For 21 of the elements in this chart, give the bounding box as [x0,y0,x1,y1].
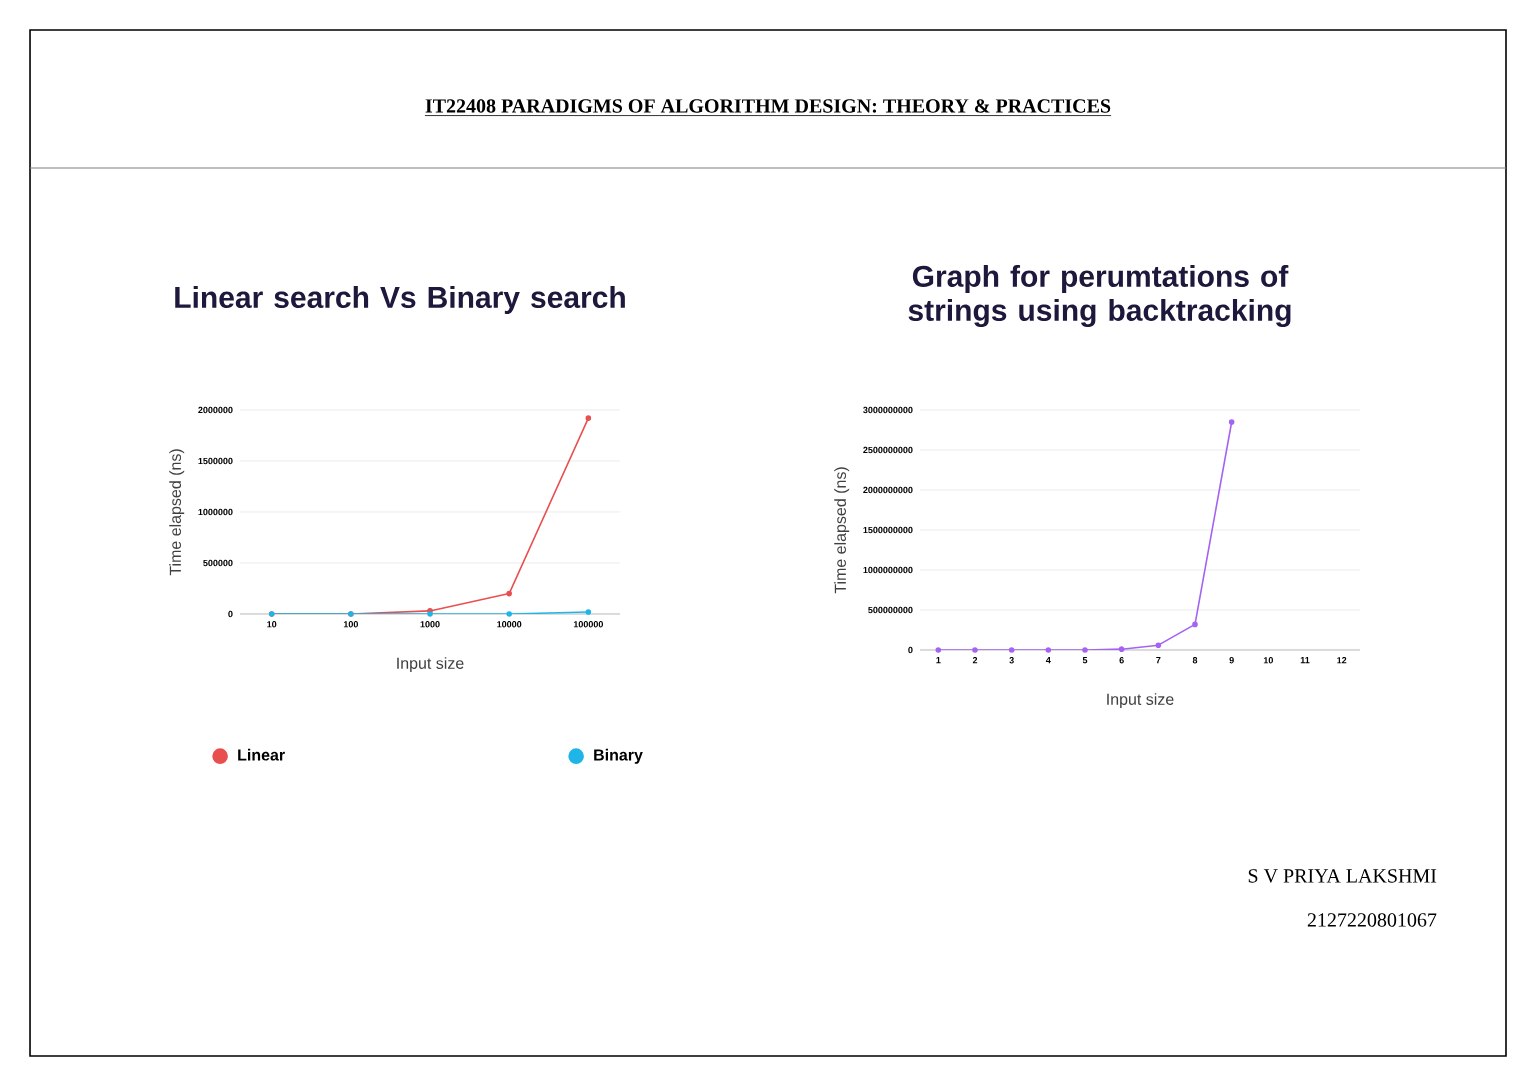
legend-label: Linear [238,748,285,761]
chart-title: Graph for perumtations of strings using backtracking [908,264,1291,328]
chart-title: Linear search Vs Binary search [175,286,625,314]
y-axis-title: Time elapsed (ns) [834,467,850,594]
text: 2127220801067 [1307,913,1437,927]
legend-label: Binary [594,748,643,764]
x-axis-title: Input size [1107,693,1174,709]
text: S V PRIYA LAKSHMI [1248,869,1437,883]
y-axis-title: Time elapsed (ns) [169,449,185,576]
text: IT22408 PARADIGMS OF ALGORITHM DESIGN: THEORY & PRACTICES [425,99,1111,113]
point [1008,647,1015,653]
point [1118,646,1125,652]
point [506,611,512,617]
point [935,647,942,653]
point [506,590,512,597]
point [1192,621,1198,628]
x-axis-title: Input size [397,657,464,673]
point [585,609,592,615]
point [1045,647,1052,653]
point [1082,647,1088,653]
point [1228,419,1235,425]
